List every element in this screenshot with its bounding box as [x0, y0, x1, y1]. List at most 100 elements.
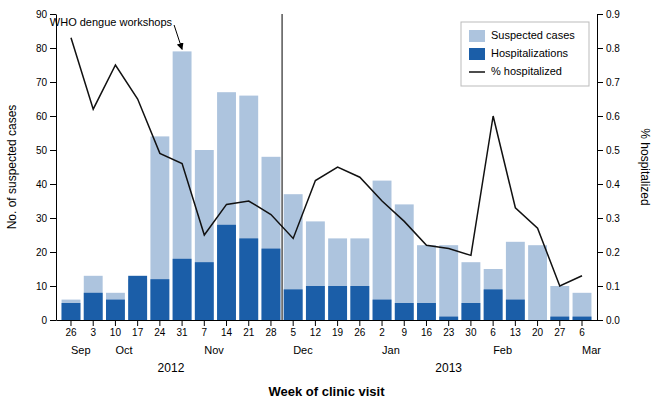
tick-mark [248, 320, 249, 326]
bar [306, 221, 325, 320]
annotation-arrow [174, 25, 182, 49]
bar [262, 157, 281, 320]
legend-label: Hospitalizations [491, 47, 569, 59]
tick-label: 0.9 [606, 9, 620, 20]
tick: 0.5 [597, 145, 620, 156]
separator [282, 14, 283, 320]
bar [106, 300, 125, 320]
y-axis-title: No. of suspected cases [5, 105, 19, 230]
tick: 30 [36, 213, 56, 224]
bar [417, 245, 436, 320]
bar [573, 317, 592, 320]
legend-item: Hospitalizations [469, 47, 569, 60]
tick-mark [159, 320, 160, 326]
tick-label: 0.7 [606, 77, 620, 88]
tick: 19 [332, 320, 344, 338]
tick: 80 [36, 43, 56, 54]
tick-mark [50, 218, 56, 219]
bar [439, 317, 458, 320]
bar [217, 225, 236, 320]
bar [150, 136, 169, 320]
tick: 40 [36, 179, 56, 190]
bar [439, 245, 458, 320]
tick-mark [93, 320, 94, 326]
bar [395, 303, 414, 320]
tick-label: 0 [41, 315, 47, 326]
marks [62, 14, 592, 320]
legend-swatch [469, 48, 485, 60]
tick-label: 9 [401, 327, 407, 338]
tick-label: 0.0 [606, 315, 620, 326]
bar [84, 293, 103, 320]
bar [128, 276, 147, 320]
tick-mark [70, 320, 71, 326]
tick-label: 7 [202, 327, 208, 338]
month-label: Feb [493, 344, 512, 356]
month-label: Dec [293, 344, 313, 356]
tick-label: 30 [465, 327, 477, 338]
bar [417, 303, 436, 320]
tick-mark [597, 320, 603, 321]
bar [262, 249, 281, 320]
tick: 0.1 [597, 281, 620, 292]
tick: 0.8 [597, 43, 620, 54]
x-axis-title: Week of clinic visit [268, 384, 385, 399]
tick-mark [382, 320, 383, 326]
bar [328, 238, 347, 320]
tick-label: 6 [490, 327, 496, 338]
tick-label: 90 [36, 9, 48, 20]
tick-label: 10 [36, 281, 48, 292]
tick: 28 [265, 320, 277, 338]
tick-mark [204, 320, 205, 326]
bar [550, 286, 569, 320]
tick: 30 [465, 320, 477, 338]
bar [84, 276, 103, 320]
tick-mark [426, 320, 427, 326]
tick: 14 [221, 320, 233, 338]
tick-label: 16 [421, 327, 433, 338]
tick-label: 23 [443, 327, 455, 338]
tick-mark [337, 320, 338, 326]
year-label: 2013 [435, 361, 462, 375]
axis-line [597, 15, 598, 321]
tick: 3 [90, 320, 96, 338]
bar-series [62, 225, 592, 320]
tick-mark [50, 184, 56, 185]
tick-mark [50, 116, 56, 117]
bar [484, 269, 503, 320]
bar [284, 289, 303, 320]
bar [239, 238, 258, 320]
tick-label: 30 [36, 213, 48, 224]
chart-root: 2631017243171421285121926291623306132027… [0, 0, 655, 420]
tick: 0.6 [597, 111, 620, 122]
tick: 23 [443, 320, 455, 338]
tick-label: 28 [265, 327, 277, 338]
tick-label: 12 [310, 327, 322, 338]
bar-series [62, 51, 592, 320]
tick-label: 14 [221, 327, 233, 338]
tick: 31 [177, 320, 189, 338]
x-axis: 2631017243171421285121926291623306132027… [57, 320, 598, 338]
tick: 27 [554, 320, 566, 338]
tick-label: 6 [579, 327, 585, 338]
tick: 0.3 [597, 213, 620, 224]
tick: 13 [510, 320, 522, 338]
tick-mark [50, 252, 56, 253]
tick-mark [597, 184, 603, 185]
tick: 0 [41, 315, 56, 326]
tick: 24 [154, 320, 166, 338]
tick-mark [559, 320, 560, 326]
tick-label: 19 [332, 327, 344, 338]
tick-mark [50, 14, 56, 15]
month-label: Oct [115, 344, 132, 356]
tick-mark [597, 286, 603, 287]
month-label: Sep [71, 344, 91, 356]
month-label: Nov [204, 344, 224, 356]
tick: 0.9 [597, 9, 620, 20]
bar [217, 92, 236, 320]
tick-label: 50 [36, 145, 48, 156]
tick-mark [137, 320, 138, 326]
bar [173, 259, 192, 320]
bar [373, 300, 392, 320]
tick-label: 26 [65, 327, 77, 338]
